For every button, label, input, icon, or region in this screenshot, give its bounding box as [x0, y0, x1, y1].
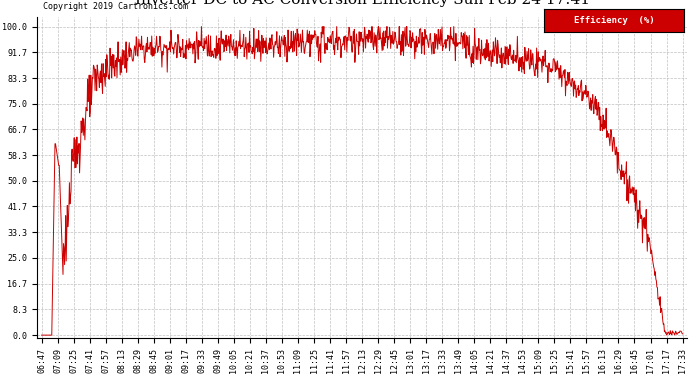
- Title: Inverter DC to AC Conversion Efficiency Sun Feb 24 17:41: Inverter DC to AC Conversion Efficiency …: [135, 0, 589, 8]
- Text: Copyright 2019 Cartronics.com: Copyright 2019 Cartronics.com: [43, 2, 188, 11]
